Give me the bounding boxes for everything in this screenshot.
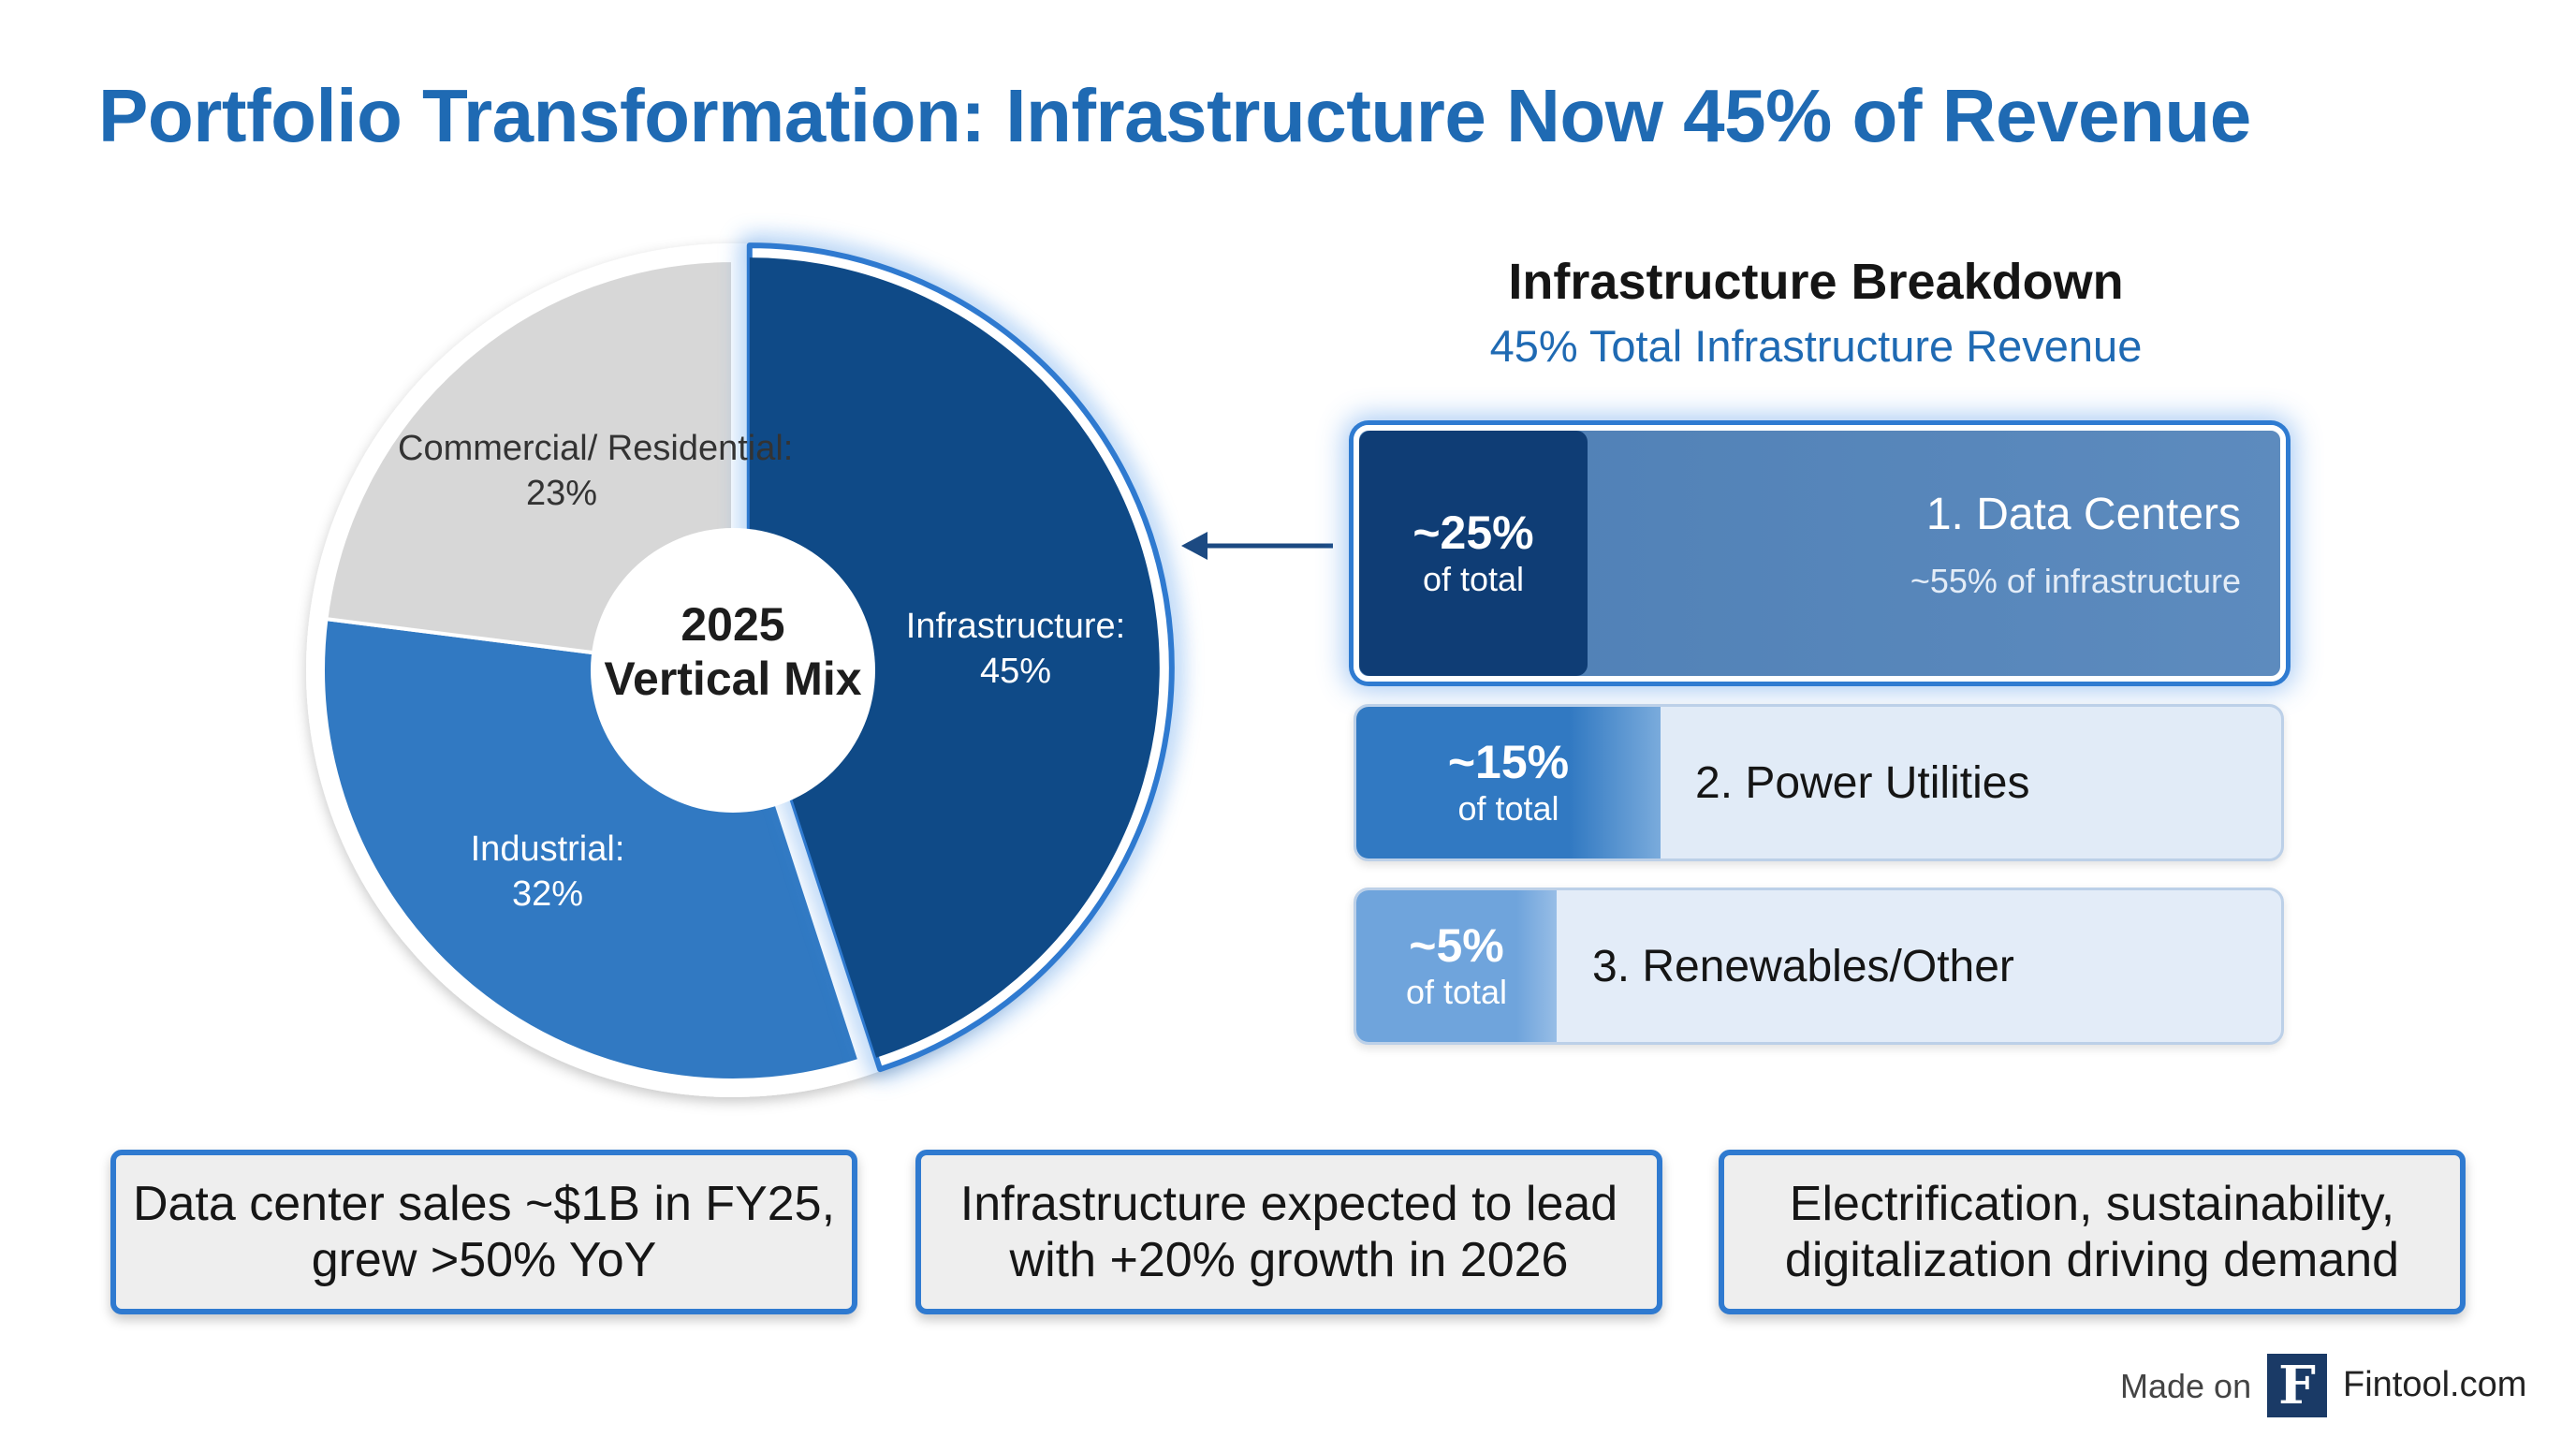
pie-slice [324, 257, 735, 673]
pie-label-infrastructure: Infrastructure: 45% [866, 604, 1165, 694]
pie-label-industrial-value: 32% [511, 874, 584, 914]
breakdown-card-pct-block: ~15% of total [1356, 707, 1661, 858]
footer-site-link[interactable]: Fintool.com [2343, 1365, 2527, 1404]
breakdown-card-of-total: of total [1422, 560, 1525, 598]
page-title: Portfolio Transformation: Infrastructure… [98, 74, 2251, 157]
callout-demand-drivers: Electrification, sustainability, digital… [1719, 1150, 2466, 1314]
breakdown-card-power-utilities: ~15% of total 2. Power Utilities [1354, 704, 2284, 861]
pie-label-infrastructure-name: Infrastructure: [905, 607, 1126, 646]
pie-label-commercial: Commercial/ Residential: 23% [398, 426, 793, 516]
callout-infrastructure-growth: Infrastructure expected to lead with +20… [915, 1150, 1662, 1314]
pie-label-commercial-value: 23% [525, 474, 598, 513]
pie-center-hole [591, 528, 875, 813]
fintool-logo-icon: F [2267, 1354, 2327, 1417]
callout-data-center-sales: Data center sales ~$1B in FY25, grew >50… [110, 1150, 857, 1314]
pie-label-commercial-name: Commercial/ Residential: [398, 429, 794, 468]
breakdown-card-pct-block: ~5% of total [1356, 890, 1557, 1042]
breakdown-card-name: 3. Renewables/Other [1592, 941, 2014, 991]
breakdown-card-of-total: of total [1457, 789, 1559, 828]
breakdown-card-sub: ~55% of infrastructure [1910, 562, 2241, 600]
breakdown-card-name: 1. Data Centers [1925, 490, 2241, 539]
pie-label-industrial: Industrial: 32% [412, 827, 683, 917]
breakdown-title: Infrastructure Breakdown [1508, 254, 2124, 310]
pie-label-industrial-name: Industrial: [470, 829, 625, 869]
breakdown-card-of-total: of total [1405, 973, 1508, 1011]
breakdown-card-pct: ~5% [1409, 919, 1504, 972]
breakdown-card-renewables: ~5% of total 3. Renewables/Other [1354, 888, 2284, 1045]
pie-label-infrastructure-value: 45% [979, 652, 1052, 691]
pie-center-label: 2025 Vertical Mix [604, 598, 862, 705]
breakdown-card-data-centers: ~25% of total 1. Data Centers ~55% of in… [1354, 425, 2286, 682]
breakdown-card-pct-block: ~25% of total [1359, 431, 1588, 676]
footer-made-on: Made on [2120, 1367, 2252, 1405]
connector-arrow-head [1181, 532, 1208, 560]
breakdown-subtitle: 45% Total Infrastructure Revenue [1489, 321, 2143, 371]
breakdown-card-pct: ~15% [1447, 736, 1570, 788]
pie-slice [749, 257, 1160, 1058]
breakdown-card-pct: ~25% [1412, 506, 1534, 559]
breakdown-card-name: 2. Power Utilities [1695, 757, 2030, 808]
